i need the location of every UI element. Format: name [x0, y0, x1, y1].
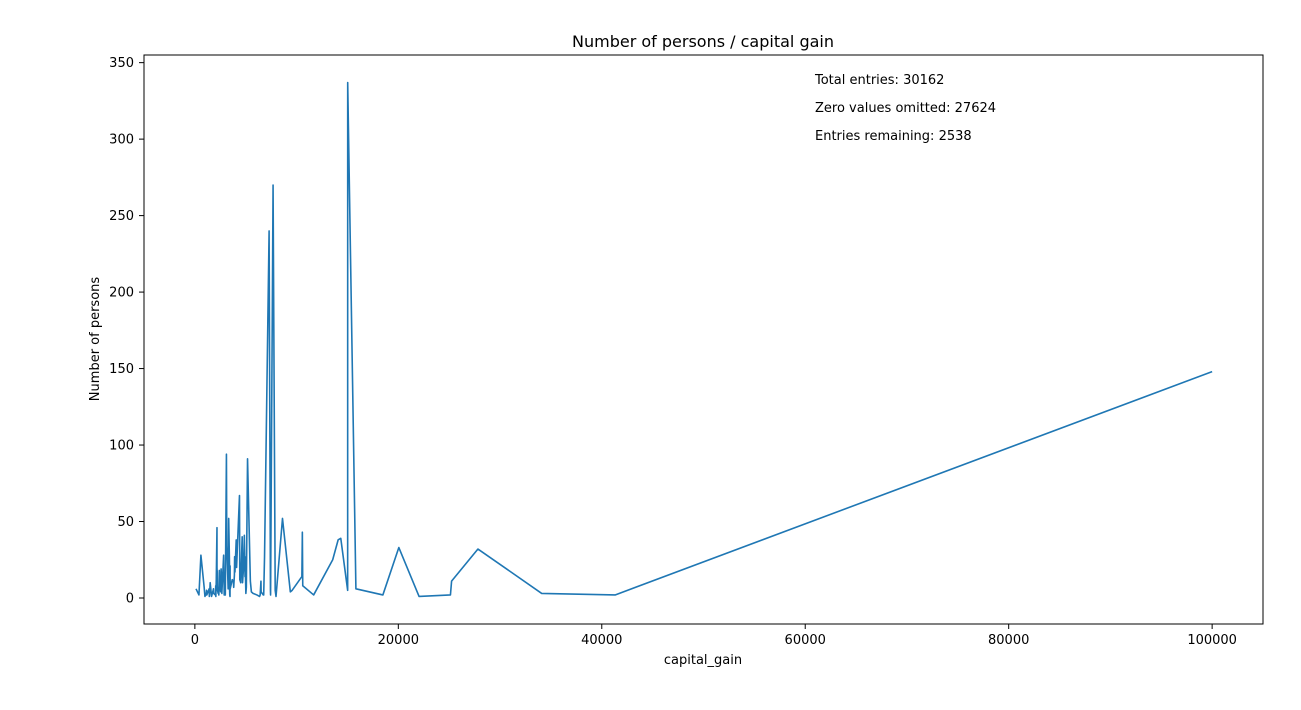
- y-tick-label: 300: [109, 133, 134, 148]
- annotation-total-entries: Total entries: 30162: [814, 73, 944, 88]
- annotation-zero-values-omitted: Zero values omitted: 27624: [815, 101, 996, 116]
- y-tick-label: 50: [117, 515, 134, 530]
- y-tick-label: 200: [109, 286, 134, 301]
- plot-frame: [143, 54, 1264, 625]
- x-tick-label: 40000: [581, 633, 622, 648]
- y-tick-label: 250: [109, 209, 134, 224]
- y-axis: 0 50 100 150 200 250 300 350: [109, 56, 144, 606]
- x-tick-label: 100000: [1187, 633, 1237, 648]
- annotation-group: Total entries: 30162 Zero values omitted…: [814, 73, 996, 144]
- annotation-entries-remaining: Entries remaining: 2538: [815, 129, 972, 144]
- x-axis: 0 20000 40000 60000 80000 100000: [191, 624, 1237, 648]
- x-tick-label: 60000: [785, 633, 826, 648]
- y-tick-label: 150: [109, 362, 134, 377]
- y-tick-label: 0: [126, 591, 134, 606]
- x-tick-label: 80000: [988, 633, 1029, 648]
- x-tick-label: 0: [191, 633, 199, 648]
- x-tick-label: 20000: [378, 633, 419, 648]
- y-tick-label: 350: [109, 56, 134, 71]
- x-axis-label: capital_gain: [664, 653, 742, 668]
- chart-title: Number of persons / capital gain: [572, 32, 834, 51]
- series-line: [195, 81, 1213, 598]
- y-axis-label: Number of persons: [88, 277, 103, 402]
- y-tick-label: 100: [109, 439, 134, 454]
